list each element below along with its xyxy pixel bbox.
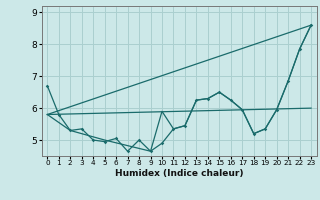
X-axis label: Humidex (Indice chaleur): Humidex (Indice chaleur) (115, 169, 244, 178)
